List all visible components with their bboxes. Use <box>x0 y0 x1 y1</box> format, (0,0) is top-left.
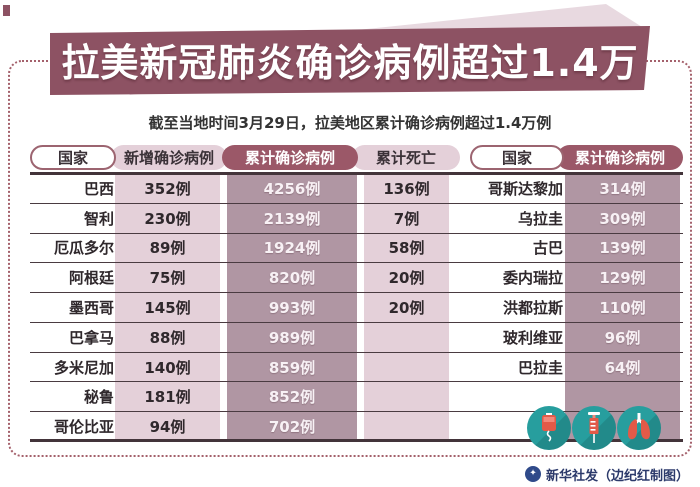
cell-total-confirmed-right: 309例 <box>599 209 646 228</box>
table-rows: 巴西 352例 4256例 136例 哥斯达黎加 314例 智利 230例 21… <box>30 174 683 441</box>
cell-country-right: 巴拉圭 <box>517 358 563 377</box>
cell-country-left: 厄瓜多尔 <box>53 239 114 258</box>
table-row: 秘鲁 181例 852例 <box>30 382 683 413</box>
cell-country-right: 玻利维亚 <box>502 328 563 347</box>
strip-total-confirmed-right <box>565 172 680 441</box>
cell-country-right: 乌拉圭 <box>517 209 563 228</box>
lungs-icon <box>617 406 661 450</box>
header-total-confirmed: 累计确诊病例 <box>222 145 358 170</box>
header-total-deaths: 累计死亡 <box>352 145 460 170</box>
table-row: 多米尼加 140例 859例 巴拉圭 64例 <box>30 353 683 383</box>
cell-total-confirmed-right: 96例 <box>604 328 641 347</box>
cell-new-confirmed: 230例 <box>144 209 191 228</box>
header-country-left: 国家 <box>30 145 116 170</box>
cell-total-deaths: 58例 <box>388 239 425 258</box>
cell-total-confirmed: 820例 <box>268 269 316 288</box>
cell-total-confirmed-right: 64例 <box>604 358 641 377</box>
medical-icons <box>527 406 661 451</box>
footer: ✦ 新华社发（边纪红制图） <box>525 464 697 484</box>
table-row: 墨西哥 145例 993例 20例 洪都拉斯 110例 <box>30 293 683 323</box>
table-row: 阿根廷 75例 820例 20例 委内瑞拉 129例 <box>30 263 683 294</box>
cell-total-confirmed: 2139例 <box>263 209 321 228</box>
cell-country-right: 古巴 <box>532 239 563 258</box>
table-row: 厄瓜多尔 89例 1924例 58例 古巴 139例 <box>30 234 683 264</box>
cell-country-right: 洪都拉斯 <box>502 299 563 318</box>
strip-total-deaths <box>364 172 449 441</box>
cell-total-deaths: 20例 <box>388 299 425 318</box>
xinhua-logo-icon: ✦ <box>525 466 541 482</box>
cell-country-right: 哥斯达黎加 <box>487 179 563 198</box>
credit-text: 新华社发（边纪红制图） <box>546 468 690 484</box>
cell-total-confirmed: 852例 <box>268 388 316 407</box>
table-row: 智利 230例 2139例 7例 乌拉圭 309例 <box>30 204 683 234</box>
cell-total-confirmed-right: 110例 <box>599 299 646 318</box>
cell-new-confirmed: 94例 <box>149 418 186 437</box>
strip-new-confirmed <box>115 172 220 441</box>
cell-total-confirmed: 4256例 <box>263 179 321 198</box>
header-total-confirmed-right: 累计确诊病例 <box>557 145 683 170</box>
syringe-icon <box>572 406 616 450</box>
iv-drip-icon <box>527 406 571 450</box>
cell-new-confirmed: 145例 <box>144 299 191 318</box>
cell-country-left: 巴西 <box>83 179 114 198</box>
cell-country-left: 巴拿马 <box>68 328 114 347</box>
table-row: 巴西 352例 4256例 136例 哥斯达黎加 314例 <box>30 174 683 204</box>
cell-country-left: 多米尼加 <box>53 358 114 377</box>
cell-total-confirmed-right: 139例 <box>599 239 646 258</box>
table-row: 哥伦比亚 94例 702例 <box>30 412 683 441</box>
strip-total-confirmed <box>227 172 357 441</box>
cell-new-confirmed: 352例 <box>144 179 191 198</box>
cell-new-confirmed: 88例 <box>149 328 186 347</box>
corner-accent <box>3 5 10 16</box>
cell-country-left: 哥伦比亚 <box>53 418 114 437</box>
table-row: 巴拿马 88例 989例 玻利维亚 96例 <box>30 323 683 353</box>
cell-total-deaths: 7例 <box>393 209 420 228</box>
bottom-rule <box>30 439 683 442</box>
header-new-confirmed: 新增确诊病例 <box>111 145 227 170</box>
title-banner <box>50 26 650 95</box>
data-table: 国家 新增确诊病例 累计确诊病例 累计死亡 国家 累计确诊病例 巴西 352例 … <box>30 145 683 442</box>
cell-total-deaths: 136例 <box>383 179 430 198</box>
cell-total-confirmed-right: 314例 <box>599 179 646 198</box>
header-rule <box>30 171 683 175</box>
cell-new-confirmed: 89例 <box>149 239 186 258</box>
cell-new-confirmed: 75例 <box>149 269 186 288</box>
cell-total-confirmed-right: 129例 <box>599 269 646 288</box>
cell-total-confirmed: 859例 <box>268 358 316 377</box>
cell-total-confirmed: 993例 <box>268 299 316 318</box>
cell-new-confirmed: 181例 <box>144 388 191 407</box>
subtitle: 截至当地时间3月29日，拉美地区累计确诊病例超过1.4万例 <box>148 114 552 132</box>
cell-country-left: 墨西哥 <box>68 299 114 318</box>
header-country-right: 国家 <box>470 145 564 170</box>
cell-country-left: 智利 <box>83 209 114 228</box>
page-title: 拉美新冠肺炎确诊病例超过1.4万 <box>61 40 639 85</box>
cell-new-confirmed: 140例 <box>144 358 191 377</box>
cell-total-confirmed: 989例 <box>268 328 316 347</box>
cell-country-right: 委内瑞拉 <box>502 269 563 288</box>
cell-country-left: 阿根廷 <box>68 269 114 288</box>
cell-total-confirmed: 702例 <box>268 418 316 437</box>
cell-total-deaths: 20例 <box>388 269 425 288</box>
cell-country-left: 秘鲁 <box>83 388 114 407</box>
cell-total-confirmed: 1924例 <box>263 239 321 258</box>
